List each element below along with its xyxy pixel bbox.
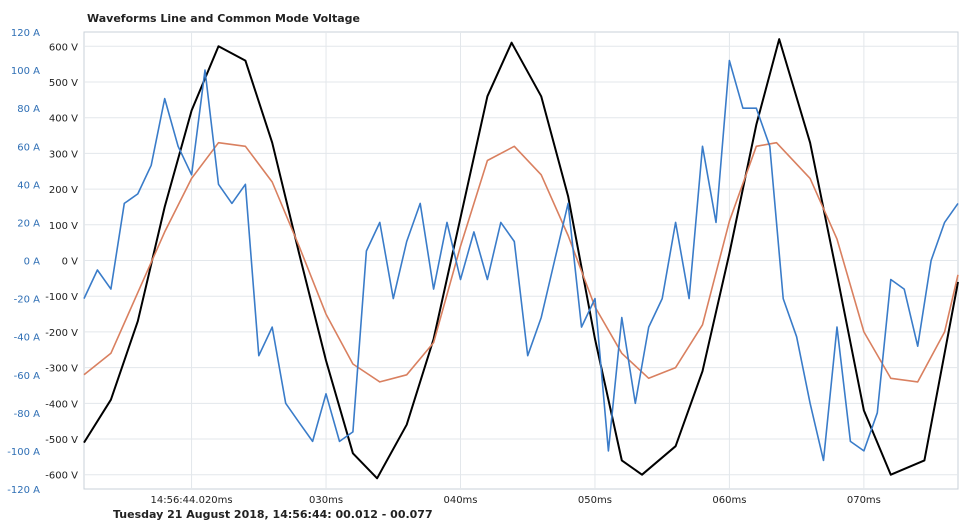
- time-tick-label: 030ms: [309, 495, 343, 506]
- voltage-tick-label: 300 V: [49, 149, 78, 160]
- voltage-tick-label: 500 V: [49, 78, 78, 89]
- current-axis: 120 A 100 A 80 A 60 A 40 A 20 A 0 A -20 A -40 A -…: [7, 28, 40, 496]
- voltage-tick-label: -300 V: [45, 364, 78, 375]
- time-axis: 14:56:44.020ms 030ms 040ms 050ms 060ms 070ms: [150, 495, 880, 506]
- current-tick-label: 80 A: [17, 104, 40, 115]
- voltage-tick-label: 0 V: [62, 257, 79, 268]
- current-tick-label: -120 A: [7, 485, 40, 496]
- voltage-tick-label: -600 V: [45, 471, 78, 482]
- voltage-tick-label: 600 V: [49, 42, 78, 53]
- voltage-tick-label: 400 V: [49, 114, 78, 125]
- current-tick-label: -80 A: [14, 409, 41, 420]
- voltage-tick-label: -400 V: [45, 399, 78, 410]
- time-tick-label: 070ms: [847, 495, 881, 506]
- time-tick-label: 040ms: [443, 495, 477, 506]
- current-tick-label: 40 A: [17, 180, 40, 191]
- chart-footer: Tuesday 21 August 2018, 14:56:44: 00.012…: [113, 508, 433, 521]
- time-tick-label: 14:56:44.020ms: [150, 495, 232, 506]
- current-tick-label: 60 A: [17, 142, 40, 153]
- chart-title: Waveforms Line and Common Mode Voltage: [87, 12, 360, 25]
- voltage-tick-label: -200 V: [45, 328, 78, 339]
- current-tick-label: 100 A: [11, 66, 40, 77]
- voltage-tick-label: 100 V: [49, 221, 78, 232]
- series-layer: [83, 38, 959, 480]
- time-tick-label: 060ms: [712, 495, 746, 506]
- voltage-axis: 600 V 500 V 400 V 300 V 200 V 100 V 0 V -100 V -…: [45, 42, 78, 481]
- current-tick-label: -100 A: [7, 447, 40, 458]
- current-tick-label: 0 A: [24, 257, 41, 268]
- voltage-tick-label: 200 V: [49, 185, 78, 196]
- voltage-tick-label: -100 V: [45, 292, 78, 303]
- current-tick-label: 20 A: [17, 218, 40, 229]
- time-tick-label: 050ms: [578, 495, 612, 506]
- series-line-2: [83, 59, 959, 462]
- series-line-1: [83, 141, 959, 383]
- current-tick-label: -40 A: [14, 333, 41, 344]
- current-tick-label: -60 A: [14, 371, 41, 382]
- current-tick-label: 120 A: [11, 28, 40, 39]
- current-tick-label: -20 A: [14, 295, 41, 306]
- voltage-tick-label: -500 V: [45, 435, 78, 446]
